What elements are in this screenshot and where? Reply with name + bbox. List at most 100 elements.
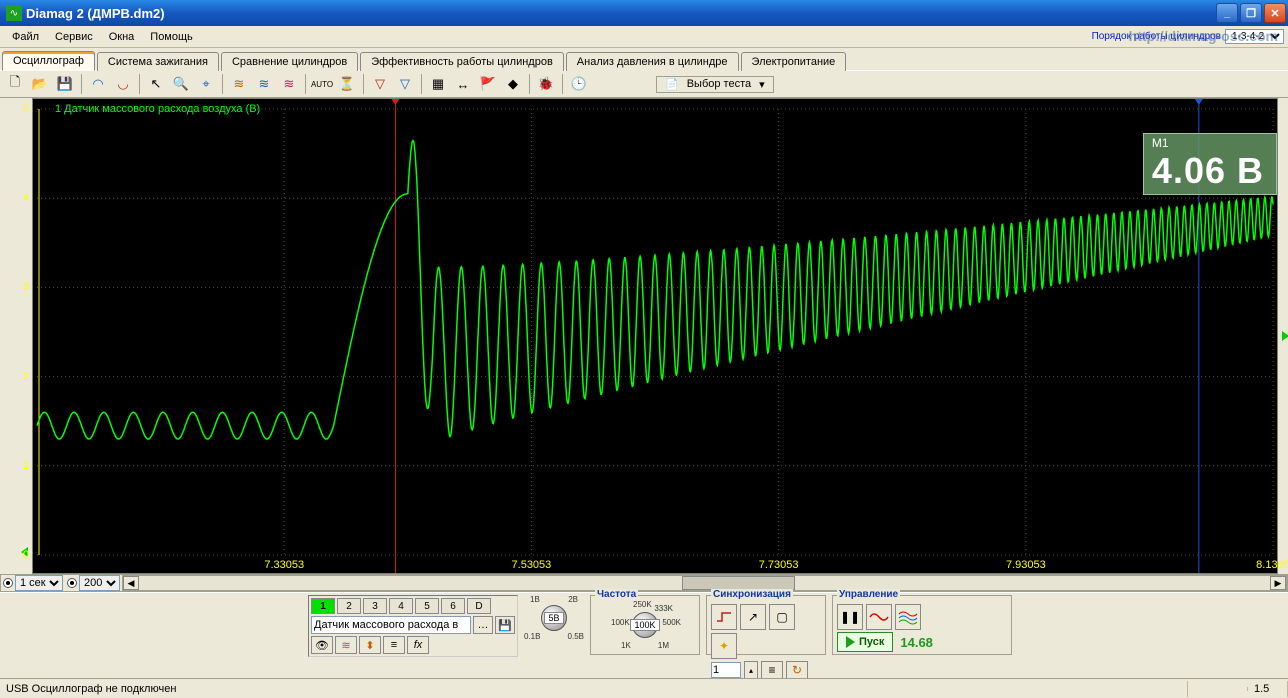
timebase-radio-1[interactable]: [3, 578, 13, 588]
y-tick-label: 3: [23, 281, 33, 293]
tab-power[interactable]: Электропитание: [741, 52, 847, 71]
control-group: Управление ❚❚ Пуск 14.68: [832, 595, 1012, 655]
menu-service[interactable]: Сервис: [47, 29, 101, 45]
channel-btn-2[interactable]: 2: [337, 598, 361, 614]
sync-level-input[interactable]: [711, 662, 741, 678]
close-button[interactable]: ✕: [1264, 3, 1286, 23]
save-icon[interactable]: 💾: [54, 73, 76, 95]
scroll-left-icon[interactable]: ◀: [123, 576, 139, 590]
tool-c-icon[interactable]: ⌖: [195, 73, 217, 95]
fx-icon[interactable]: fx: [407, 636, 429, 654]
channel-btn-4[interactable]: 4: [389, 598, 413, 614]
sync-slope-icon[interactable]: ↗: [740, 604, 766, 630]
grid-icon[interactable]: ▦: [427, 73, 449, 95]
frequency-group: Частота 250K 333K 100K 500K 1K 1M 100K: [590, 595, 700, 655]
wave1-icon[interactable]: ≋: [228, 73, 250, 95]
x-tick-label: 7.73053: [759, 557, 799, 571]
tab-ignition[interactable]: Система зажигания: [97, 52, 219, 71]
zoom-icon[interactable]: 🔍: [170, 73, 192, 95]
menu-file[interactable]: Файл: [4, 29, 47, 45]
minimize-button[interactable]: _: [1216, 3, 1238, 23]
tool-b-icon[interactable]: ◡: [112, 73, 134, 95]
tab-compare-cyl[interactable]: Сравнение цилиндров: [221, 52, 358, 71]
pause-button[interactable]: ❚❚: [837, 604, 863, 630]
wave2-icon[interactable]: ≋: [253, 73, 275, 95]
menu-help[interactable]: Помощь: [142, 29, 201, 45]
channel-btn-3[interactable]: 3: [363, 598, 387, 614]
chevron-down-icon: ▾: [759, 78, 765, 91]
sync-lines-icon[interactable]: ≡: [761, 661, 783, 679]
status-version: 1.5: [1248, 681, 1288, 697]
maximize-button[interactable]: ❐: [1240, 3, 1262, 23]
x-tick-label: 7.53053: [512, 557, 552, 571]
timebase-select-1[interactable]: 1 сек: [15, 575, 63, 591]
readout-value: 4.06 В: [1152, 150, 1264, 192]
channel-btn-5[interactable]: 5: [415, 598, 439, 614]
control-panel: 1 2 3 4 5 6 D … 💾 👁 ≋ ⬍ ≡ fx 1B 2B 0.1B …: [0, 592, 1288, 664]
channel-btn-d[interactable]: D: [467, 598, 491, 614]
chart-area[interactable]: 1 Датчик массового расхода воздуха (B) M…: [32, 98, 1278, 574]
sync-star-icon[interactable]: ✦: [711, 633, 737, 659]
timebase-row: 1 сек 200 ◀ ▶: [0, 574, 1288, 592]
x-tick-label: 7.93053: [1006, 557, 1046, 571]
channel-save-icon[interactable]: 💾: [495, 616, 515, 634]
cylinder-order-label: Порядок работы цилиндров: [1092, 31, 1221, 42]
multi-wave-icon[interactable]: [895, 604, 921, 630]
filter-blue-icon[interactable]: ▽: [394, 73, 416, 95]
single-wave-icon[interactable]: [866, 604, 892, 630]
channel-btn-6[interactable]: 6: [441, 598, 465, 614]
updown-icon[interactable]: ⬍: [359, 636, 381, 654]
window-titlebar: ∿ Diamag 2 (ДМРВ.dm2) _ ❐ ✕: [0, 0, 1288, 26]
test-selector[interactable]: 📄 Выбор теста ▾: [656, 76, 774, 93]
menu-windows[interactable]: Окна: [101, 29, 143, 45]
x-tick-label: 7.33053: [264, 557, 304, 571]
timebase-select-2[interactable]: 200: [79, 575, 120, 591]
sync-square-icon[interactable]: ▢: [769, 604, 795, 630]
channel-btn-1[interactable]: 1: [311, 598, 335, 614]
eye-icon[interactable]: 👁: [311, 636, 333, 654]
sync-reset-icon[interactable]: ↻: [786, 661, 808, 679]
tab-efficiency[interactable]: Эффективность работы цилиндров: [360, 52, 564, 71]
y-tick-label: 2: [23, 371, 33, 383]
voltage-dial[interactable]: 1B 2B 0.1B 0.5B 5B: [524, 595, 584, 641]
auto-icon[interactable]: AUTO: [311, 73, 333, 95]
right-indicator-icon: [1282, 331, 1288, 341]
scroll-thumb[interactable]: [682, 576, 795, 590]
toolbar: 🗋 📂 💾 ◠ ◡ ↖ 🔍 ⌖ ≋ ≋ ≋ AUTO ⏳ ▽ ▽ ▦ ↔ 🚩 ◆…: [0, 70, 1288, 98]
test-icon: 📄: [665, 78, 679, 91]
scroll-right-icon[interactable]: ▶: [1270, 576, 1286, 590]
clock-icon[interactable]: 🕒: [568, 73, 590, 95]
filter-red-icon[interactable]: ▽: [369, 73, 391, 95]
channel-name-input[interactable]: [311, 616, 471, 634]
readout-marker: M1: [1152, 136, 1264, 150]
cylinder-order-select[interactable]: 1-3-4-2: [1225, 29, 1284, 44]
frequency-dial[interactable]: 250K 333K 100K 500K 1K 1M 100K: [615, 602, 675, 648]
menu-bar: Файл Сервис Окна Помощь Порядок работы ц…: [0, 26, 1288, 48]
timer-icon[interactable]: ⏳: [336, 73, 358, 95]
app-icon: ∿: [6, 5, 22, 21]
y-tick-label: 0: [23, 549, 33, 561]
sync-rising-icon[interactable]: [711, 604, 737, 630]
wave-purple-icon[interactable]: ≋: [335, 636, 357, 654]
marker-icon[interactable]: ◆: [502, 73, 524, 95]
tab-row: Осциллограф Система зажигания Сравнение …: [0, 48, 1288, 70]
cursor-icon[interactable]: ↖: [145, 73, 167, 95]
timebase-radio-2[interactable]: [67, 578, 77, 588]
wave3-icon[interactable]: ≋: [278, 73, 300, 95]
lines-icon[interactable]: ≡: [383, 636, 405, 654]
bug-icon[interactable]: 🐞: [535, 73, 557, 95]
sync-group: Синхронизация ↗ ▢ ✦ ▴ ≡ ↻: [706, 595, 826, 655]
collapse-icon[interactable]: ↔: [452, 73, 474, 95]
channel-name-more-icon[interactable]: …: [473, 616, 493, 634]
open-icon[interactable]: 📂: [29, 73, 51, 95]
horizontal-scrollbar[interactable]: ◀ ▶: [122, 575, 1287, 591]
tab-oscilloscope[interactable]: Осциллограф: [2, 51, 95, 71]
flag-icon[interactable]: 🚩: [477, 73, 499, 95]
tab-pressure[interactable]: Анализ давления в цилиндре: [566, 52, 739, 71]
new-icon[interactable]: 🗋: [4, 73, 26, 95]
tool-a-icon[interactable]: ◠: [87, 73, 109, 95]
test-label: Выбор теста: [687, 78, 751, 90]
sync-up-icon[interactable]: ▴: [744, 661, 758, 679]
channel-group: 1 2 3 4 5 6 D … 💾 👁 ≋ ⬍ ≡ fx: [308, 595, 518, 657]
play-button[interactable]: Пуск: [837, 632, 893, 652]
